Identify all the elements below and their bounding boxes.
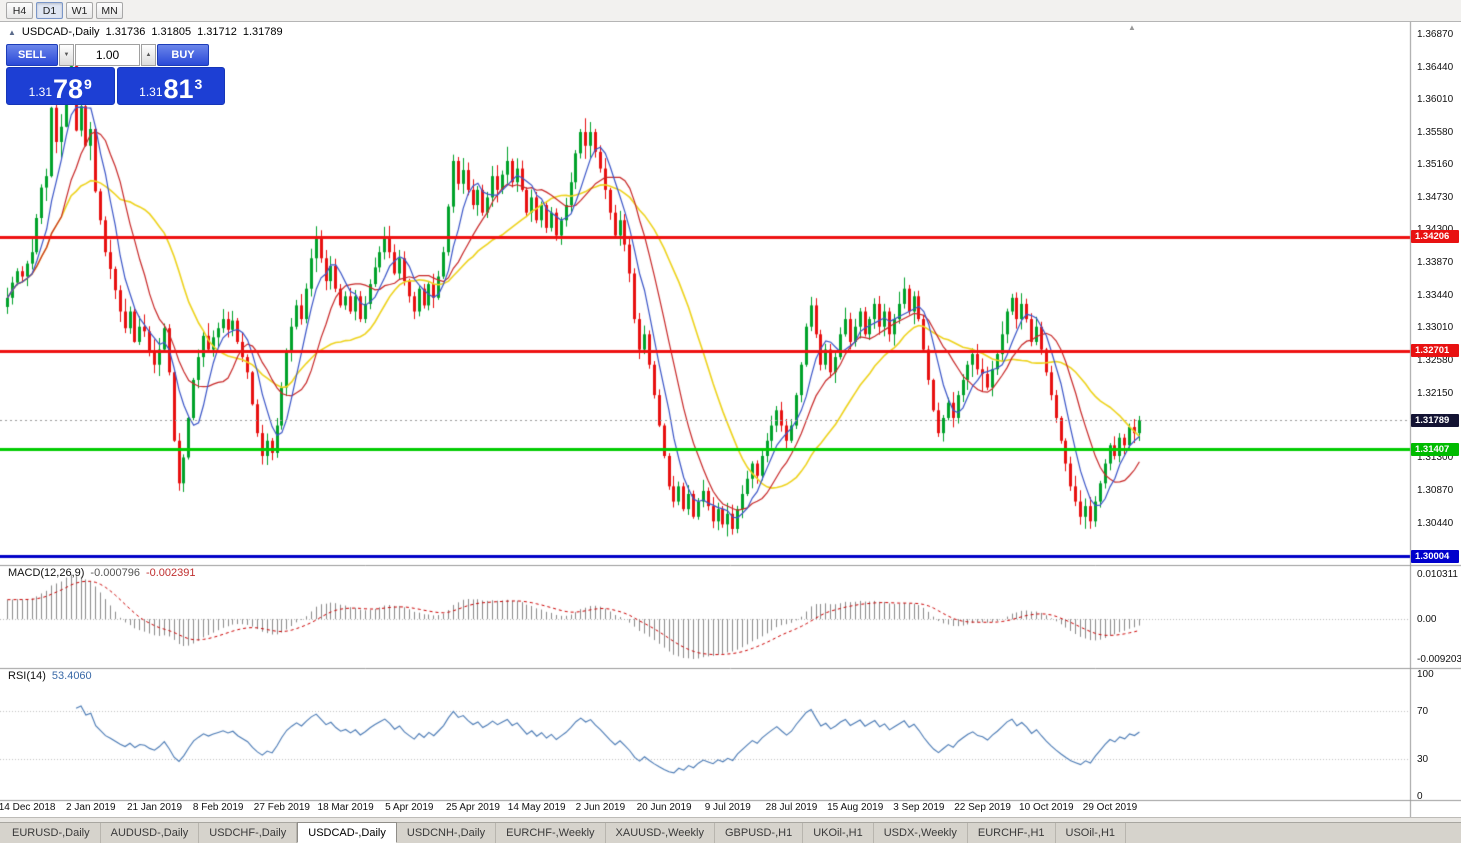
- quote-header: ▲ USDCAD-,Daily 1.31736 1.31805 1.31712 …: [8, 26, 283, 38]
- chart-canvas[interactable]: [0, 22, 1461, 817]
- chart-tab-xauusd-weekly[interactable]: XAUUSD-,Weekly: [606, 823, 715, 843]
- price-scale-label: 1.34730: [1417, 191, 1454, 203]
- date-axis-label: 27 Feb 2019: [253, 802, 310, 813]
- sell-price-display: 1.31 78 9: [6, 67, 115, 105]
- chart-tab-usdchf-daily[interactable]: USDCHF-,Daily: [199, 823, 298, 843]
- rsi-title: RSI(14): [8, 670, 46, 682]
- rsi-indicator-label: RSI(14) 53.4060: [8, 670, 92, 682]
- rsi-scale-label: 30: [1417, 754, 1429, 766]
- timeframe-button-d1[interactable]: D1: [36, 2, 63, 19]
- rsi-scale-label: 70: [1417, 705, 1429, 717]
- hline-price-tag: 1.31407: [1411, 442, 1459, 456]
- volume-decrease-button[interactable]: ▼: [59, 44, 74, 66]
- hline-price-tag: 1.30004: [1411, 549, 1459, 563]
- chart-symbol-title: USDCAD-,Daily: [21, 26, 100, 38]
- sell-price-sup: 9: [84, 76, 92, 92]
- horizontal-scrollbar[interactable]: [0, 817, 1461, 822]
- chart-tab-eurusd-daily[interactable]: EURUSD-,Daily: [2, 823, 101, 843]
- date-axis-label: 25 Apr 2019: [446, 802, 500, 813]
- price-scale-label: 1.33440: [1417, 289, 1454, 301]
- price-scale-label: 1.35160: [1417, 159, 1454, 170]
- chart-tab-eurchf-weekly[interactable]: EURCHF-,Weekly: [496, 823, 606, 843]
- macd-indicator-label: MACD(12,26,9) -0.000796 -0.002391: [8, 567, 196, 579]
- sell-price-big: 78: [53, 74, 84, 104]
- chart-tab-gbpusd-h1[interactable]: GBPUSD-,H1: [715, 823, 804, 843]
- chart-tab-usdcnh-daily[interactable]: USDCNH-,Daily: [397, 823, 497, 843]
- timeframe-button-h4[interactable]: H4: [6, 2, 33, 19]
- price-scale-label: 1.36010: [1417, 94, 1454, 106]
- date-axis-label: 28 Jul 2019: [765, 802, 818, 813]
- price-scale-label: 1.30440: [1417, 517, 1454, 529]
- volume-input[interactable]: [75, 44, 140, 66]
- date-axis-label: 8 Feb 2019: [192, 802, 244, 813]
- chart-tab-usoil-h1[interactable]: USOil-,H1: [1056, 823, 1127, 843]
- rsi-scale-label: 0: [1417, 791, 1423, 802]
- macd-scale-label: 0.00: [1417, 614, 1437, 626]
- timeframe-button-mn[interactable]: MN: [96, 2, 123, 19]
- date-axis-label: 21 Jan 2019: [126, 802, 183, 813]
- price-scale-label: 1.35580: [1417, 127, 1454, 139]
- chart-tab-usdcad-daily[interactable]: USDCAD-,Daily: [297, 822, 397, 843]
- buy-price-sup: 3: [194, 76, 203, 92]
- date-axis-label: 14 May 2019: [507, 802, 566, 813]
- spin-up-icon: ▲: [145, 52, 152, 58]
- buy-button[interactable]: BUY: [157, 44, 209, 66]
- one-click-trading-panel: SELL ▼ ▲ BUY 1.31 78 9 1.31 81 3: [6, 44, 225, 105]
- date-axis-label: 10 Oct 2019: [1019, 802, 1074, 813]
- price-scale-label: 1.31300: [1417, 452, 1454, 464]
- price-scale-label: 1.32580: [1417, 355, 1454, 367]
- date-axis-label: 14 Dec 2018: [0, 802, 56, 813]
- price-scale-label: 1.34300: [1417, 224, 1453, 235]
- price-scale-label: 1.36870: [1417, 29, 1454, 40]
- rsi-scale-label: 100: [1417, 669, 1434, 680]
- date-axis[interactable]: 14 Dec 2018 2 Jan 2019 21 Jan 2019 8 Feb 20…: [0, 800, 1410, 817]
- price-scale-label: 1.32150: [1417, 387, 1454, 399]
- date-axis-label: 3 Sep 2019: [893, 802, 945, 813]
- quote-open: 1.31736: [105, 26, 146, 38]
- volume-increase-button[interactable]: ▲: [141, 44, 156, 66]
- sell-price-small: 1.31: [28, 85, 52, 99]
- chart-tab-usdx-weekly[interactable]: USDX-,Weekly: [874, 823, 968, 843]
- date-axis-label: 2 Jan 2019: [66, 802, 116, 813]
- hline-price-tag: 1.32701: [1411, 344, 1459, 358]
- chart-tab-eurchf-h1[interactable]: EURCHF-,H1: [968, 823, 1056, 843]
- macd-main-value: -0.000796: [90, 567, 140, 579]
- timeframe-button-w1[interactable]: W1: [66, 2, 93, 19]
- spin-down-icon: ▼: [63, 52, 70, 58]
- macd-scale-label: 0.010311: [1417, 569, 1458, 581]
- chart-shift-marker[interactable]: ▲: [1128, 23, 1136, 32]
- price-scale-label: 1.36440: [1417, 61, 1454, 73]
- buy-price-display: 1.31 81 3: [116, 67, 225, 105]
- quote-low: 1.31712: [197, 26, 237, 38]
- quote-high: 1.31805: [151, 26, 192, 38]
- date-axis-label: 15 Aug 2019: [827, 802, 884, 813]
- price-scale-label: 1.30870: [1417, 485, 1454, 497]
- price-scale-label: 1.33870: [1417, 257, 1454, 269]
- date-axis-label: 29 Oct 2019: [1082, 802, 1138, 813]
- rsi-value: 53.4060: [51, 670, 92, 682]
- timeframe-toolbar: H4 D1 W1 MN: [0, 0, 1461, 22]
- macd-title: MACD(12,26,9): [8, 567, 85, 579]
- date-axis-label: 20 Jun 2019: [636, 802, 692, 813]
- buy-price-small: 1.31: [139, 85, 163, 99]
- hline-price-tag: 1.34206: [1411, 230, 1459, 244]
- macd-signal-value: -0.002391: [145, 567, 196, 579]
- date-axis-label: 22 Sep 2019: [954, 802, 1011, 813]
- one-click-collapse-icon[interactable]: ▲: [8, 27, 16, 37]
- price-scale[interactable]: 1.36870 1.36440 1.36010 1.35580 1.35160 1.347…: [1410, 22, 1461, 817]
- quote-close: 1.31789: [242, 26, 283, 38]
- current-price-tag: 1.31789: [1411, 413, 1459, 427]
- date-axis-label: 18 Mar 2019: [317, 802, 374, 813]
- date-axis-label: 9 Jul 2019: [704, 802, 751, 813]
- buy-price-big: 81: [163, 74, 194, 104]
- date-axis-label: 5 Apr 2019: [385, 802, 434, 813]
- chart-tab-ukoil-h1[interactable]: UKOil-,H1: [803, 823, 874, 843]
- chart-tab-audusd-daily[interactable]: AUDUSD-,Daily: [101, 823, 200, 843]
- date-axis-label: 2 Jun 2019: [575, 802, 626, 813]
- chart-tab-bar: EURUSD-,Daily AUDUSD-,Daily USDCHF-,Daily U…: [0, 822, 1461, 843]
- macd-scale-label: -0.009203: [1417, 654, 1461, 665]
- price-scale-label: 1.33010: [1417, 322, 1454, 334]
- sell-button[interactable]: SELL: [6, 44, 58, 66]
